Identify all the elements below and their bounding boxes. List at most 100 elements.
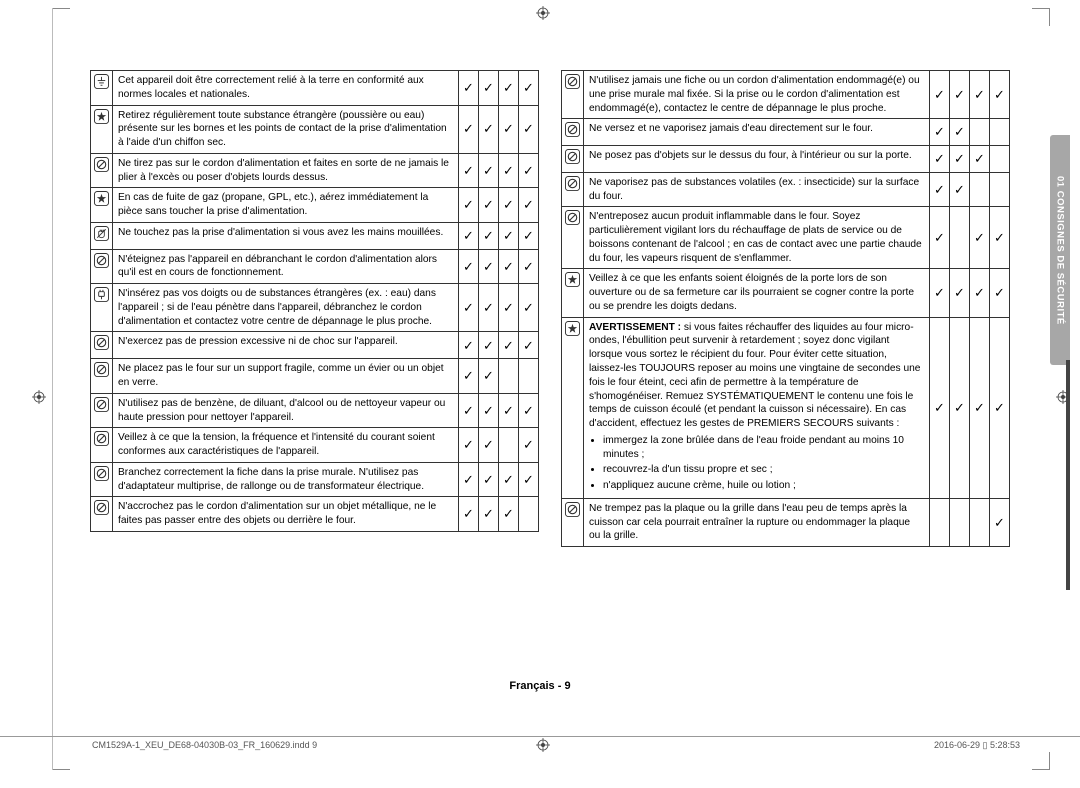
check-cell: ✓ [519,284,539,332]
table-row: Retirez régulièrement toute substance ét… [91,105,539,153]
check-cell [950,207,970,269]
table-row: En cas de fuite de gaz (propane, GPL, et… [91,188,539,223]
warning-bullets: immergez la zone brûlée dans de l'eau fr… [603,434,924,493]
check-cell: ✓ [459,71,479,106]
nocircle-icon [91,359,113,394]
check-cell: ✓ [930,146,950,173]
left-column: Cet appareil doit être correctement reli… [90,70,539,547]
instruction-text: AVERTISSEMENT : si vous faites réchauffe… [584,317,930,498]
indd-divider [0,736,1080,737]
crop-mark-tl [52,8,70,26]
instruction-text: Retirez régulièrement toute substance ét… [113,105,459,153]
side-tab: 01 CONSIGNES DE SÉCURITÉ [1050,135,1070,365]
crop-mark-bl [52,752,70,770]
registration-mark-left [32,390,46,404]
right-column: N'utilisez jamais une fiche ou un cordon… [561,70,1010,547]
nocircle-icon [562,119,584,146]
nocircle-icon [562,498,584,546]
check-cell: ✓ [479,222,499,249]
table-row: Veillez à ce que les enfants soient éloi… [562,269,1010,317]
check-cell: ✓ [930,317,950,498]
star-icon [562,317,584,498]
instruction-text: N'entreposez aucun produit inflammable d… [584,207,930,269]
nocircle-icon [91,393,113,428]
check-cell: ✓ [519,222,539,249]
check-cell [519,497,539,532]
instruction-text: N'accrochez pas le cordon d'alimentation… [113,497,459,532]
check-cell: ✓ [459,222,479,249]
star-icon [91,105,113,153]
check-cell: ✓ [479,249,499,284]
check-cell: ✓ [930,119,950,146]
check-cell: ✓ [479,332,499,359]
instruction-text: Cet appareil doit être correctement reli… [113,71,459,106]
table-row: N'entreposez aucun produit inflammable d… [562,207,1010,269]
check-cell: ✓ [970,146,990,173]
instruction-text: Branchez correctement la fiche dans la p… [113,462,459,497]
check-cell: ✓ [479,71,499,106]
table-row: Branchez correctement la fiche dans la p… [91,462,539,497]
check-cell: ✓ [930,71,950,119]
table-row: Ne placez pas le four sur un support fra… [91,359,539,394]
check-cell: ✓ [479,153,499,188]
check-cell: ✓ [519,393,539,428]
check-cell: ✓ [459,497,479,532]
check-cell: ✓ [499,153,519,188]
check-cell: ✓ [930,269,950,317]
table-row: Cet appareil doit être correctement reli… [91,71,539,106]
instruction-text: Ne vaporisez pas de substances volatiles… [584,172,930,207]
instruction-text: Ne trempez pas la plaque ou la grille da… [584,498,930,546]
check-cell: ✓ [459,359,479,394]
check-cell [499,359,519,394]
check-cell: ✓ [459,153,479,188]
check-cell: ✓ [499,393,519,428]
nocircle-icon [91,332,113,359]
check-cell: ✓ [970,71,990,119]
safety-table-right: N'utilisez jamais une fiche ou un cordon… [561,70,1010,547]
check-cell [930,498,950,546]
check-cell [990,119,1010,146]
check-cell: ✓ [950,269,970,317]
instruction-text: N'exercez pas de pression excessive ni d… [113,332,459,359]
table-row: AVERTISSEMENT : si vous faites réchauffe… [562,317,1010,498]
nocircle-icon [91,428,113,463]
nocircle-icon [562,146,584,173]
check-cell: ✓ [990,317,1010,498]
check-cell: ✓ [990,71,1010,119]
check-cell: ✓ [499,222,519,249]
check-cell: ✓ [990,207,1010,269]
check-cell: ✓ [459,284,479,332]
check-cell: ✓ [459,332,479,359]
bullet-item: immergez la zone brûlée dans de l'eau fr… [603,434,924,462]
check-cell [499,428,519,463]
star-icon [91,188,113,223]
crop-mark-br [1032,752,1050,770]
check-cell: ✓ [970,317,990,498]
instruction-text: En cas de fuite de gaz (propane, GPL, et… [113,188,459,223]
check-cell: ✓ [930,172,950,207]
table-row: Ne trempez pas la plaque ou la grille da… [562,498,1010,546]
check-cell: ✓ [499,462,519,497]
registration-mark-bottom [536,738,550,752]
warning-label: AVERTISSEMENT : [589,322,681,333]
check-cell: ✓ [950,146,970,173]
table-row: Ne vaporisez pas de substances volatiles… [562,172,1010,207]
check-cell: ✓ [950,317,970,498]
check-cell: ✓ [950,172,970,207]
ground-icon [91,71,113,106]
instruction-text: Veillez à ce que la tension, la fréquenc… [113,428,459,463]
nocircle-icon [91,497,113,532]
nocircle-icon [562,207,584,269]
crop-line-left [52,8,53,770]
check-cell: ✓ [479,428,499,463]
footer-page-label: Français - 9 [0,680,1080,692]
check-cell: ✓ [459,393,479,428]
nocircle-icon [562,71,584,119]
check-cell: ✓ [459,428,479,463]
table-row: N'accrochez pas le cordon d'alimentation… [91,497,539,532]
check-cell [990,146,1010,173]
bullet-item: recouvrez-la d'un tissu propre et sec ; [603,463,924,477]
check-cell: ✓ [970,269,990,317]
check-cell: ✓ [479,393,499,428]
registration-mark-top [536,6,550,20]
